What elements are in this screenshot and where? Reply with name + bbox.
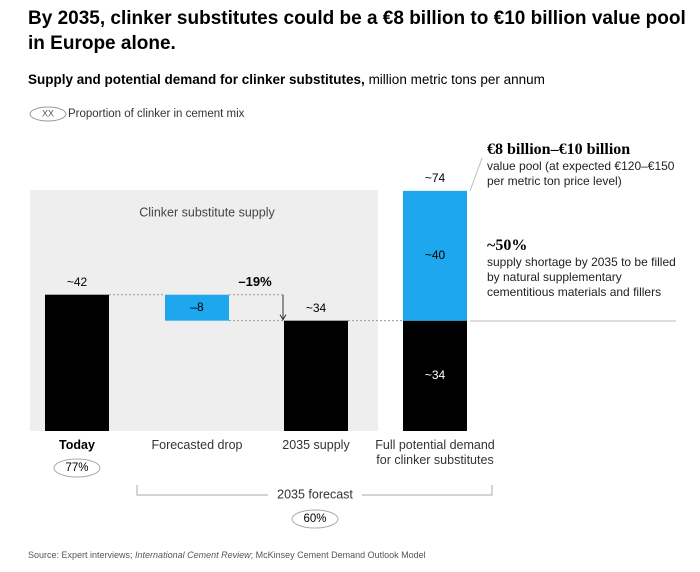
today-share: 77% bbox=[65, 462, 88, 474]
value-label: ~34 bbox=[425, 368, 446, 382]
legend-ellipse bbox=[29, 106, 67, 122]
forecast-bracket bbox=[136, 485, 493, 496]
x-tick-label: Full potential demand for clinker substi… bbox=[375, 438, 495, 467]
x-tick-label: Today bbox=[59, 438, 95, 452]
chart-title: By 2035, clinker substitutes could be a … bbox=[28, 8, 686, 54]
annotation-text: value pool (at expected €120–€150 per me… bbox=[487, 159, 675, 188]
chart-subtitle: Supply and potential demand for clinker … bbox=[28, 72, 545, 87]
source-part: Source: Expert interviews; bbox=[28, 550, 135, 560]
change-arrow bbox=[279, 294, 287, 321]
source: Source: Expert interviews; International… bbox=[28, 550, 426, 560]
annotation: ~50% supply shortage by 2035 to be fille… bbox=[487, 237, 687, 300]
bar bbox=[403, 190, 467, 321]
x-tick-label: 2035 supply bbox=[282, 438, 350, 452]
annotation-heading: €8 billion–€10 billion bbox=[487, 141, 631, 158]
subtitle-main: Supply and potential demand for clinker … bbox=[28, 72, 365, 87]
bar bbox=[284, 320, 348, 431]
forecast-share: 60% bbox=[303, 513, 326, 525]
annotation-text: supply shortage by 2035 to be filled by … bbox=[487, 255, 676, 299]
source-part: International Cement Review bbox=[135, 550, 251, 560]
x-tick-label: Forecasted drop bbox=[151, 438, 243, 452]
legend-text: Proportion of clinker in cement mix bbox=[68, 108, 245, 120]
bar bbox=[45, 294, 109, 431]
subtitle-units: million metric tons per annum bbox=[368, 72, 545, 87]
value-label: ~34 bbox=[306, 301, 327, 315]
bar bbox=[165, 294, 229, 321]
value-label: ~40 bbox=[425, 248, 446, 262]
source-part: ; McKinsey Cement Demand Outlook Model bbox=[251, 550, 426, 560]
change-label: –19% bbox=[238, 274, 272, 289]
callout-line bbox=[469, 157, 483, 192]
total-label: ~74 bbox=[425, 171, 446, 185]
legend-marker: XX bbox=[42, 108, 54, 118]
share-ellipse bbox=[291, 509, 339, 529]
forecast-label: 2035 forecast bbox=[277, 487, 353, 501]
value-label: ~42 bbox=[67, 275, 88, 289]
panel-label: Clinker substitute supply bbox=[139, 205, 275, 219]
bar bbox=[403, 320, 467, 431]
share-ellipse bbox=[53, 458, 101, 478]
annotation: €8 billion–€10 billion value pool (at ex… bbox=[487, 141, 687, 189]
annotation-heading: ~50% bbox=[487, 237, 528, 254]
value-label: –8 bbox=[190, 300, 204, 314]
